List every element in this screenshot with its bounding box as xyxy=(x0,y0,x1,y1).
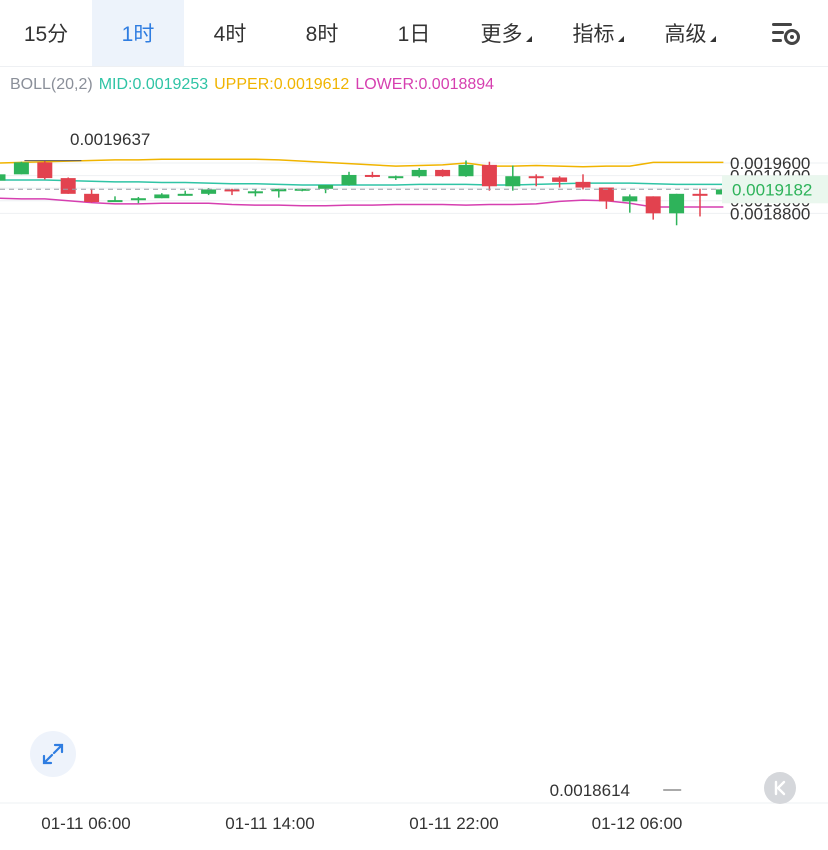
expand-icon xyxy=(42,743,64,765)
candle-body xyxy=(645,196,661,214)
tab-4h[interactable]: 4时 xyxy=(213,23,247,46)
candle-body xyxy=(224,189,240,192)
candle-body xyxy=(130,198,146,201)
candle-body xyxy=(341,174,357,186)
boll-lower: LOWER:0.0018894 xyxy=(355,76,495,93)
candle-body xyxy=(84,193,100,202)
current-price-tag xyxy=(722,175,828,204)
x-tick-label: 01-11 22:00 xyxy=(409,814,498,833)
tab-1d[interactable]: 1日 xyxy=(397,23,431,46)
candle-body xyxy=(107,200,123,203)
tab-8h[interactable]: 8时 xyxy=(305,23,339,46)
candle-body xyxy=(435,169,451,177)
tab-advanced[interactable]: 高级 xyxy=(644,0,736,66)
x-tick-label: 01-11 14:00 xyxy=(225,814,314,833)
candle-body xyxy=(669,193,685,214)
tab-15m[interactable]: 15分 xyxy=(23,23,69,46)
candle-body xyxy=(37,162,53,179)
candle-body xyxy=(0,174,6,181)
boll-mid: MID:0.0019253 xyxy=(98,76,209,93)
candle-body xyxy=(364,174,380,177)
boll-mid-line xyxy=(0,179,724,186)
candle-body xyxy=(318,185,334,189)
boll-upper-line xyxy=(0,158,724,168)
chart-settings-icon xyxy=(772,23,800,45)
candlestick-chart[interactable]: 0.00196000.00194000.00190000.001880001-1… xyxy=(0,66,828,850)
scroll-to-latest-button[interactable] xyxy=(764,772,796,804)
candle-body xyxy=(552,177,568,182)
current-price-label: 0.0019182 xyxy=(732,180,812,199)
timeframe-tabs: 15分 1时 4时 8时 1日 更多 指标 高级 xyxy=(0,0,828,67)
x-tick-label: 01-12 06:00 xyxy=(592,814,683,833)
dropdown-caret-icon xyxy=(525,36,532,42)
candle-body xyxy=(13,162,29,175)
candle-body xyxy=(411,169,427,177)
candle-body xyxy=(505,176,521,187)
candle-body xyxy=(481,164,497,187)
candle-body xyxy=(598,187,614,202)
chart-settings-button[interactable] xyxy=(770,18,802,48)
min-price-label: 0.0018614 xyxy=(550,781,630,800)
y-tick-label: 0.0018800 xyxy=(730,204,810,223)
candle-body xyxy=(575,181,591,188)
expand-button[interactable] xyxy=(30,731,76,777)
candle-body xyxy=(154,194,170,199)
tab-more[interactable]: 更多 xyxy=(460,0,552,66)
max-price-label: 0.0019637 xyxy=(70,130,150,149)
tab-indicators[interactable]: 指标 xyxy=(552,0,644,66)
boll-legend: BOLL(20,2) MID:0.0019253 UPPER:0.0019612 LO… xyxy=(10,76,500,94)
candle-body xyxy=(177,193,193,196)
scroll-to-latest-icon xyxy=(774,780,786,796)
boll-upper: UPPER:0.0019612 xyxy=(214,76,350,93)
candle-body xyxy=(294,188,310,191)
candle-body xyxy=(247,191,263,194)
candle-body xyxy=(271,188,287,192)
candle-body xyxy=(528,176,544,179)
tab-1h[interactable]: 1时 xyxy=(92,0,184,66)
boll-lower-line xyxy=(0,197,724,208)
candle-body xyxy=(60,178,76,194)
candle-body xyxy=(622,196,638,202)
dropdown-caret-icon xyxy=(709,36,716,42)
candle-body xyxy=(692,193,708,196)
y-tick-label: 0.0019600 xyxy=(730,154,810,173)
boll-name: BOLL(20,2) xyxy=(10,76,93,93)
candle-body xyxy=(388,176,404,179)
candle-body xyxy=(458,164,474,177)
x-tick-label: 01-11 06:00 xyxy=(41,814,130,833)
candle-body xyxy=(201,189,217,194)
dropdown-caret-icon xyxy=(617,36,624,42)
